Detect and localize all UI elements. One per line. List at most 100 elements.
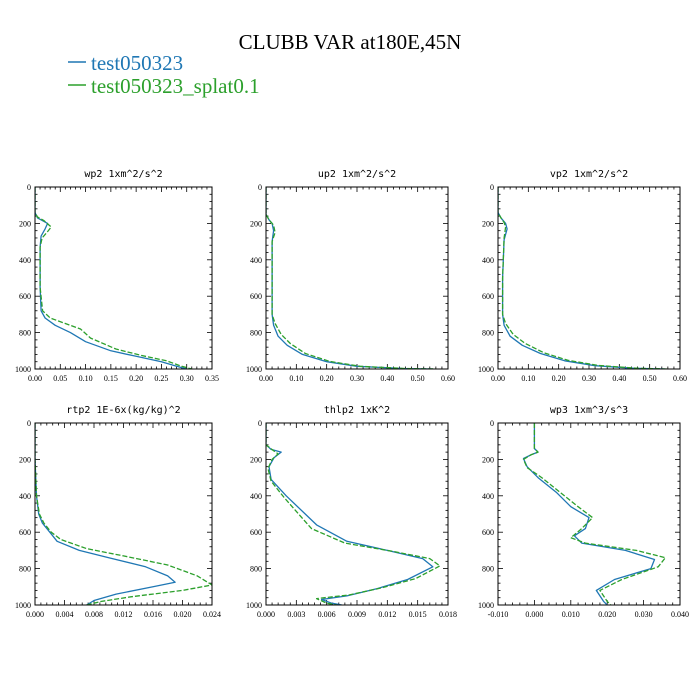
series-line-test050323 — [35, 423, 176, 605]
y-tick-label: 1000 — [478, 601, 494, 610]
x-tick-label: 0.015 — [409, 610, 427, 619]
panel-title: up2 1xm^2/s^2 — [318, 169, 396, 180]
plot-frame — [265, 422, 449, 606]
x-tick-label: 0.25 — [154, 374, 168, 383]
y-tick-label: 0 — [258, 183, 262, 192]
y-tick-label: 400 — [250, 492, 262, 501]
y-tick-label: 0 — [258, 419, 262, 428]
x-tick-label: 0.20 — [129, 374, 143, 383]
y-tick-label: 0 — [27, 183, 31, 192]
x-tick-label: -0.010 — [488, 610, 509, 619]
series-line-splat — [522, 423, 667, 605]
y-tick-label: 600 — [250, 528, 262, 537]
x-tick-label: 0.012 — [115, 610, 133, 619]
x-tick-label: 0.20 — [320, 374, 334, 383]
legend-entry-1: test050323 — [68, 51, 183, 75]
panel-title: vp2 1xm^2/s^2 — [550, 169, 628, 180]
series-line-test050323 — [522, 423, 656, 605]
panel-1: wp2 1xm^2/s^2 0.00 0.05 0.10 0.15 0.20 0.25 0.3… — [15, 169, 219, 383]
series-line-splat — [35, 423, 212, 605]
y-tick-label: 400 — [482, 256, 494, 265]
y-tick-label: 400 — [250, 256, 262, 265]
x-tick-label: 0.05 — [53, 374, 67, 383]
panel-title: thlp2 1xK^2 — [324, 405, 390, 416]
series-line-test050323 — [35, 187, 187, 369]
y-tick-label: 1000 — [478, 365, 494, 374]
y-tick-label: 600 — [250, 292, 262, 301]
x-tick-label: 0.012 — [378, 610, 396, 619]
y-tick-label: 0 — [490, 419, 494, 428]
y-tick-label: 200 — [250, 219, 262, 228]
x-tick-label: 0.50 — [411, 374, 425, 383]
y-tick-label: 600 — [482, 528, 494, 537]
y-tick-label: 0 — [27, 419, 31, 428]
y-tick-label: 600 — [19, 528, 31, 537]
panels-grid: wp2 1xm^2/s^2 0.00 0.05 0.10 0.15 0.20 0.25 0.3… — [15, 169, 689, 619]
panel-4: rtp2 1E-6x(kg/kg)^2 0.000 0.004 0.008 0.012 0… — [15, 405, 221, 619]
panel-5: thlp2 1xK^2 0.000 0.003 0.006 0.009 0.012 0.01… — [246, 405, 457, 619]
x-tick-label: 0.40 — [380, 374, 394, 383]
x-tick-label: 0.50 — [643, 374, 657, 383]
x-tick-label: 0.000 — [26, 610, 44, 619]
series-line-test050323 — [266, 423, 434, 605]
panel-6: wp3 1xm^3/s^3 -0.010 0.000 0.010 0.020 0.030 0… — [478, 405, 689, 619]
x-tick-label: 0.009 — [348, 610, 366, 619]
x-tick-label: 0.30 — [180, 374, 194, 383]
plot-frame — [34, 186, 213, 370]
legend-label-2: test050323_splat0.1 — [91, 74, 260, 98]
x-tick-label: 0.00 — [259, 374, 273, 383]
panel-title: wp2 1xm^2/s^2 — [84, 169, 162, 180]
x-tick-label: 0.20 — [552, 374, 566, 383]
panel-3: vp2 1xm^2/s^2 0.00 0.10 0.20 0.30 0.40 0.50 0.6… — [478, 169, 687, 383]
legend-label-1: test050323 — [91, 51, 183, 75]
panel-title: rtp2 1E-6x(kg/kg)^2 — [66, 405, 180, 416]
x-tick-label: 0.008 — [85, 610, 103, 619]
x-tick-label: 0.35 — [205, 374, 219, 383]
series-line-splat — [266, 187, 436, 369]
x-tick-label: 0.30 — [582, 374, 596, 383]
x-tick-label: 0.10 — [521, 374, 535, 383]
x-tick-label: 0.006 — [318, 610, 336, 619]
y-tick-label: 1000 — [15, 601, 31, 610]
series-line-splat — [266, 423, 441, 605]
x-tick-label: 0.018 — [439, 610, 457, 619]
y-tick-label: 800 — [482, 329, 494, 338]
series-line-splat — [35, 187, 192, 369]
x-tick-label: 0.040 — [671, 610, 689, 619]
panel-title: wp3 1xm^3/s^3 — [550, 405, 628, 416]
plot-frame — [34, 422, 213, 606]
y-tick-label: 1000 — [15, 365, 31, 374]
y-tick-label: 200 — [19, 455, 31, 464]
series-line-splat — [498, 187, 668, 369]
y-tick-label: 200 — [250, 455, 262, 464]
y-tick-label: 800 — [250, 565, 262, 574]
x-tick-label: 0.60 — [673, 374, 687, 383]
y-tick-label: 200 — [482, 219, 494, 228]
y-tick-label: 600 — [19, 292, 31, 301]
x-tick-label: 0.020 — [174, 610, 192, 619]
y-tick-label: 1000 — [246, 365, 262, 374]
x-tick-label: 0.020 — [598, 610, 616, 619]
y-tick-label: 200 — [482, 455, 494, 464]
x-tick-label: 0.000 — [257, 610, 275, 619]
x-tick-label: 0.00 — [28, 374, 42, 383]
x-tick-label: 0.00 — [491, 374, 505, 383]
x-tick-label: 0.10 — [289, 374, 303, 383]
x-tick-label: 0.000 — [525, 610, 543, 619]
plot-frame — [497, 422, 681, 606]
x-tick-label: 0.15 — [104, 374, 118, 383]
y-tick-label: 400 — [482, 492, 494, 501]
x-tick-label: 0.004 — [56, 610, 74, 619]
legend: test050323 test050323_splat0.1 — [68, 51, 260, 98]
plot-frame — [265, 186, 449, 370]
x-tick-label: 0.40 — [612, 374, 626, 383]
y-tick-label: 800 — [250, 329, 262, 338]
x-tick-label: 0.030 — [635, 610, 653, 619]
y-tick-label: 400 — [19, 492, 31, 501]
plot-frame — [497, 186, 681, 370]
y-tick-label: 800 — [482, 565, 494, 574]
panel-2: up2 1xm^2/s^2 0.00 0.10 0.20 0.30 0.40 0.50 0.6… — [246, 169, 455, 383]
y-tick-label: 600 — [482, 292, 494, 301]
legend-entry-2: test050323_splat0.1 — [68, 74, 260, 98]
